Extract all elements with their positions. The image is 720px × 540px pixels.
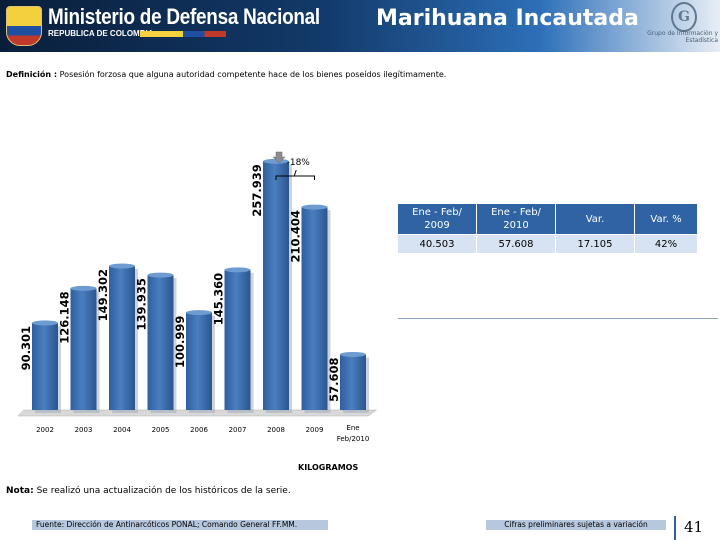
table-cell: 57.608 <box>476 234 556 253</box>
x-axis-label: KILOGRAMOS <box>298 463 359 472</box>
logo-caption: Grupo de Información y Estadística <box>647 30 718 44</box>
ministry-name: Ministerio de Defensa Nacional <box>48 4 320 29</box>
bar-top <box>32 320 58 326</box>
comparison-table: Ene - Feb/ 2009 Ene - Feb/ 2010 Var. Var… <box>398 204 698 253</box>
data-label: 90.301 <box>19 326 33 370</box>
note: Nota: Se realizó una actualización de lo… <box>6 486 291 496</box>
data-label: 100.999 <box>173 316 187 368</box>
bar-top <box>340 351 366 357</box>
bar-top <box>301 204 328 210</box>
bar <box>340 354 366 410</box>
bar <box>301 207 328 410</box>
x-tick-label: 2008 <box>267 426 285 434</box>
flag-stripe <box>140 31 226 37</box>
down-arrow-icon <box>272 151 286 164</box>
x-tick-label: 2006 <box>190 426 208 434</box>
table-cell: 40.503 <box>398 234 477 253</box>
page-title: Marihuana Incautada <box>376 6 639 31</box>
definition-text: Definición : Posesión forzosa que alguna… <box>6 70 446 79</box>
x-tick-label: 2002 <box>36 426 54 434</box>
table-divider <box>398 318 718 319</box>
gie-logo-icon: G <box>671 2 697 32</box>
table-cell: 42% <box>634 234 698 253</box>
bar-top <box>147 272 174 278</box>
data-label: 145.360 <box>212 273 226 325</box>
x-tick-label: 2003 <box>75 426 93 434</box>
data-label: 257.939 <box>250 164 264 216</box>
table-header: Var. <box>555 204 635 235</box>
header-banner: Ministerio de Defensa Nacional REPUBLICA… <box>0 0 720 52</box>
bar <box>263 161 289 410</box>
definition-label: Definición : <box>6 70 58 79</box>
table-header: Ene - Feb/ 2010 <box>476 204 556 235</box>
annotation-bracket <box>275 175 315 180</box>
bar <box>32 322 58 410</box>
x-tick-label: 2004 <box>113 426 131 434</box>
x-tick-label: 2009 <box>306 426 324 434</box>
data-label: 149.302 <box>96 269 110 321</box>
annotation-label: -18% <box>287 158 311 168</box>
data-label: 139.935 <box>135 278 149 330</box>
table-header: Var. % <box>634 204 698 235</box>
bar-top <box>263 158 289 164</box>
bar-top <box>70 285 97 291</box>
data-label: 210.404 <box>289 210 303 262</box>
note-text: Se realizó una actualización de los hist… <box>36 486 291 496</box>
bar <box>147 275 174 410</box>
x-tick-label: 2005 <box>152 426 170 434</box>
annotation-pointer <box>293 169 297 177</box>
bar <box>109 266 135 410</box>
republic-label: REPUBLICA DE COLOMBIA <box>48 29 154 38</box>
bar <box>186 312 212 410</box>
table-cell: 17.105 <box>555 234 635 253</box>
bar-top <box>224 267 251 273</box>
bar-top <box>109 263 135 269</box>
x-tick-label: 2007 <box>229 426 247 434</box>
coat-of-arms-icon <box>6 6 42 46</box>
source-footer: Fuente: Dirección de Antinarcóticos PONA… <box>32 520 328 530</box>
page-number: 41 <box>684 518 704 536</box>
table-header: Ene - Feb/ 2009 <box>398 204 477 235</box>
page-divider <box>674 516 676 540</box>
disclaimer-footer: Cifras preliminares sujetas a variación <box>486 520 666 530</box>
x-tick-label: Feb/2010 <box>337 435 370 443</box>
data-label: 57.608 <box>327 357 341 401</box>
data-label: 126.148 <box>58 291 72 343</box>
note-label: Nota: <box>6 486 34 496</box>
bar-top <box>186 310 212 316</box>
x-tick-label: Ene <box>346 424 359 432</box>
bar <box>224 269 251 410</box>
definition-body: Posesión forzosa que alguna autoridad co… <box>59 70 447 79</box>
table-row: 40.503 57.608 17.105 42% <box>398 234 698 253</box>
bar <box>70 288 97 410</box>
